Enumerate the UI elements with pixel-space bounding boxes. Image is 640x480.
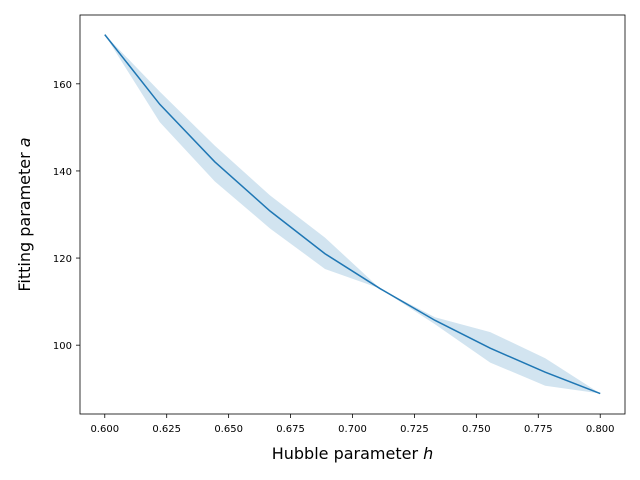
plot-area: [104, 34, 601, 395]
x-tick-label: 0.800: [586, 424, 615, 435]
x-axis: 0.600 0.625 0.650 0.675 0.700 0.725 0.750 0.775…: [90, 414, 615, 435]
x-tick-label: 0.725: [400, 424, 429, 435]
y-axis: 100 120 140 160: [53, 80, 80, 352]
x-axis-label-symbol: h: [423, 444, 433, 463]
y-tick-label: 160: [53, 80, 72, 91]
y-axis-label-symbol: a: [15, 137, 34, 147]
x-tick-label: 0.775: [524, 424, 553, 435]
x-axis-label: Hubble parameter h: [272, 444, 434, 463]
x-tick-label: 0.675: [276, 424, 305, 435]
y-axis-label-text: Fitting parameter: [15, 147, 34, 291]
y-tick-label: 120: [53, 254, 72, 265]
x-tick-label: 0.600: [90, 424, 119, 435]
x-tick-label: 0.650: [214, 424, 243, 435]
y-tick-label: 140: [53, 167, 72, 178]
x-tick-label: 0.625: [152, 424, 181, 435]
series-line: [104, 34, 601, 395]
y-tick-label: 100: [53, 341, 72, 352]
x-axis-label-text: Hubble parameter: [272, 444, 423, 463]
y-axis-label: Fitting parameter a: [15, 137, 34, 291]
x-tick-label: 0.700: [338, 424, 367, 435]
x-tick-label: 0.750: [462, 424, 491, 435]
